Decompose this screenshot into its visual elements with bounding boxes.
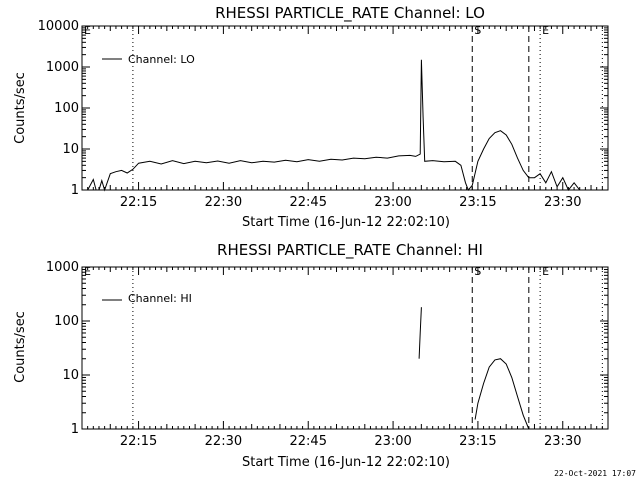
- series-line: [474, 358, 530, 430]
- x-tick-label: 23:00: [374, 434, 411, 449]
- hi-channel-panel: RHESSI PARTICLE_RATE Channel: HI Counts/…: [13, 241, 609, 470]
- chart-title: RHESSI PARTICLE_RATE Channel: LO: [215, 4, 485, 23]
- time-marker-label: E: [542, 265, 549, 278]
- x-tick-label: 22:45: [290, 434, 327, 449]
- y-tick-label: 100: [54, 314, 79, 329]
- x-tick-label: 22:45: [290, 195, 327, 210]
- y-tick-label: 1000: [46, 260, 79, 275]
- y-tick-label: 10: [62, 142, 79, 157]
- series-line: [418, 307, 422, 359]
- time-marker-label: E: [84, 265, 91, 278]
- x-tick-label: 23:15: [459, 195, 496, 210]
- chart-title: RHESSI PARTICLE_RATE Channel: HI: [217, 241, 483, 260]
- y-axis-label: Counts/sec: [13, 72, 28, 144]
- y-tick-label: 1: [71, 422, 79, 437]
- y-tick-label: 10000: [38, 19, 79, 34]
- x-tick-label: 22:30: [205, 195, 242, 210]
- legend-label: Channel: HI: [128, 292, 192, 305]
- time-marker-label: E: [84, 24, 91, 37]
- legend-label: Channel: LO: [128, 53, 195, 66]
- x-axis-label: Start Time (16-Jun-12 22:02:10): [242, 455, 450, 470]
- x-tick-label: 22:15: [120, 195, 157, 210]
- y-axis-label: Counts/sec: [13, 311, 28, 383]
- x-tick-label: 22:30: [205, 434, 242, 449]
- time-marker-label: S: [474, 24, 481, 37]
- x-tick-label: 22:15: [120, 434, 157, 449]
- x-axis-label: Start Time (16-Jun-12 22:02:10): [242, 215, 450, 230]
- time-marker-label: E: [542, 24, 549, 37]
- x-tick-label: 23:00: [374, 195, 411, 210]
- lo-channel-panel: RHESSI PARTICLE_RATE Channel: LO Counts/…: [13, 4, 609, 230]
- time-marker-label: S: [474, 265, 481, 278]
- timestamp: 22-Oct-2021 17:07: [554, 469, 636, 478]
- y-tick-label: 1000: [46, 60, 79, 75]
- x-tick-label: 23:30: [544, 195, 581, 210]
- y-tick-label: 1: [71, 183, 79, 198]
- x-tick-label: 23:30: [544, 434, 581, 449]
- series-line: [87, 59, 581, 192]
- x-tick-label: 23:15: [459, 434, 496, 449]
- y-tick-label: 10: [62, 368, 79, 383]
- y-tick-label: 100: [54, 101, 79, 116]
